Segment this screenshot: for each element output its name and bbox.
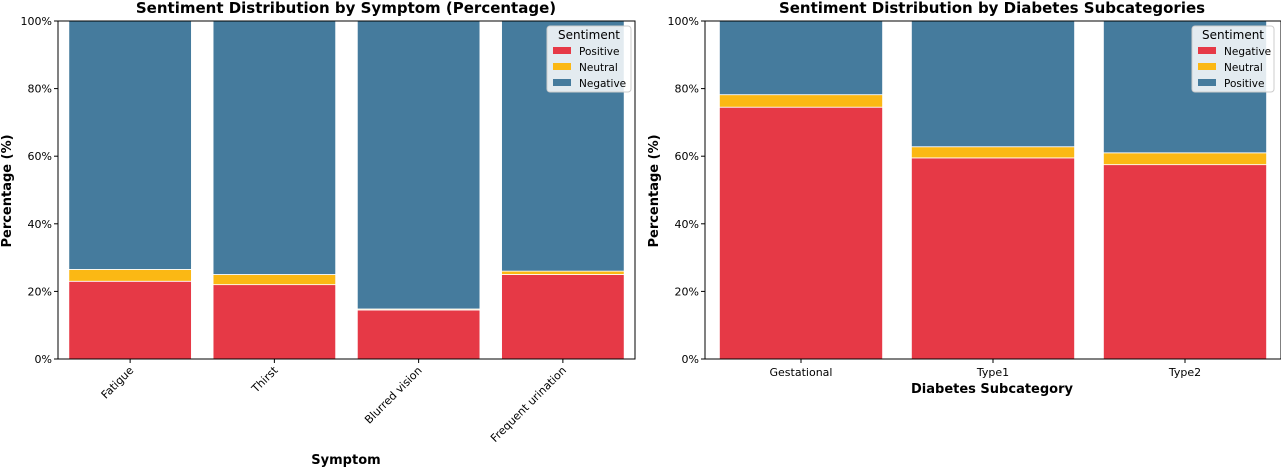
x-tick-label: Type2	[1168, 366, 1201, 379]
legend-label-positive: Positive	[1224, 78, 1264, 90]
chart-1-xlabel: Symptom	[311, 453, 380, 468]
bar-thirst-neutral	[212, 274, 337, 286]
bar-blurred-vision-negative	[356, 20, 481, 310]
chart-1-y-ticks: 0% 20% 40% 60% 80% 100%	[21, 15, 58, 366]
legend-swatch-positive	[553, 47, 571, 54]
chart-2-legend: Sentiment Negative Neutral Positive	[1191, 25, 1275, 93]
bar-type2-negative	[1103, 164, 1268, 360]
bar-type2-neutral	[1103, 152, 1268, 166]
legend-box	[546, 25, 632, 93]
bar-gestational-negative	[719, 106, 884, 360]
bar-gestational-neutral	[719, 94, 884, 108]
legend-label-negative: Negative	[1224, 46, 1271, 58]
x-tick-label: Frequent urination	[488, 364, 569, 445]
bar-type1-positive	[911, 20, 1076, 148]
chart-1-legend: Sentiment Positive Neutral Negative	[546, 25, 632, 93]
chart-1-bars	[68, 20, 625, 360]
y-tick-label: 0%	[35, 353, 52, 366]
chart-symptom: Sentiment Distribution by Symptom (Perce…	[0, 0, 636, 468]
bar-fatigue-positive	[68, 280, 192, 360]
y-tick-label: 60%	[28, 150, 52, 163]
chart-2-title: Sentiment Distribution by Diabetes Subca…	[779, 0, 1205, 17]
y-tick-label: 100%	[21, 15, 52, 28]
legend-label-positive: Positive	[579, 46, 619, 58]
y-tick-label: 40%	[28, 218, 52, 231]
chart-2-xlabel: Diabetes Subcategory	[911, 382, 1074, 397]
y-tick-label: 0%	[682, 353, 699, 366]
chart-2-x-ticks: Gestational Type1 Type2	[770, 359, 1201, 379]
chart-1-ylabel: Percentage (%)	[0, 134, 15, 247]
legend-title: Sentiment	[1202, 28, 1264, 42]
legend-title: Sentiment	[558, 28, 620, 42]
bar-frequent-urination-neutral	[501, 270, 625, 275]
bar-type1-negative	[911, 157, 1076, 360]
bar-fatigue-negative	[68, 20, 192, 270]
legend-box	[1191, 25, 1275, 93]
bar-gestational-positive	[719, 20, 884, 96]
bar-thirst-negative	[212, 20, 337, 275]
bar-blurred-vision-positive	[356, 309, 481, 360]
chart-2-bars	[719, 20, 1268, 360]
bar-fatigue-neutral	[68, 269, 192, 282]
x-tick-label: Fatigue	[99, 364, 137, 402]
y-tick-label: 20%	[675, 285, 699, 298]
x-tick-label: Type1	[976, 366, 1009, 379]
y-tick-label: 100%	[668, 15, 699, 28]
legend-swatch-positive	[1198, 79, 1216, 86]
bar-frequent-urination-positive	[501, 274, 625, 360]
bar-type1-neutral	[911, 146, 1076, 159]
legend-label-neutral: Neutral	[1224, 62, 1263, 74]
x-tick-label: Gestational	[770, 366, 833, 379]
legend-label-negative: Negative	[579, 78, 626, 90]
bar-thirst-positive	[212, 284, 337, 360]
chart-1-title: Sentiment Distribution by Symptom (Perce…	[136, 0, 556, 17]
chart-1-x-ticks: Fatigue Thirst Blurred vision Frequent urin…	[99, 359, 569, 445]
legend-swatch-neutral	[1198, 63, 1216, 70]
legend-swatch-negative	[1198, 47, 1216, 54]
x-tick-label: Thirst	[248, 363, 281, 396]
legend-swatch-negative	[553, 79, 571, 86]
legend-swatch-neutral	[553, 63, 571, 70]
y-tick-label: 80%	[28, 83, 52, 96]
y-tick-label: 80%	[675, 83, 699, 96]
chart-1-plot-frame	[57, 20, 636, 360]
chart-subcategory: Sentiment Distribution by Diabetes Subca…	[647, 0, 1281, 397]
chart-2-plot-frame	[704, 20, 1281, 360]
y-tick-label: 60%	[675, 150, 699, 163]
legend-label-neutral: Neutral	[579, 62, 618, 74]
x-tick-label: Blurred vision	[362, 364, 425, 427]
y-tick-label: 40%	[675, 218, 699, 231]
chart-2-y-ticks: 0% 20% 40% 60% 80% 100%	[668, 15, 705, 366]
y-tick-label: 20%	[28, 285, 52, 298]
chart-2-ylabel: Percentage (%)	[647, 134, 662, 247]
